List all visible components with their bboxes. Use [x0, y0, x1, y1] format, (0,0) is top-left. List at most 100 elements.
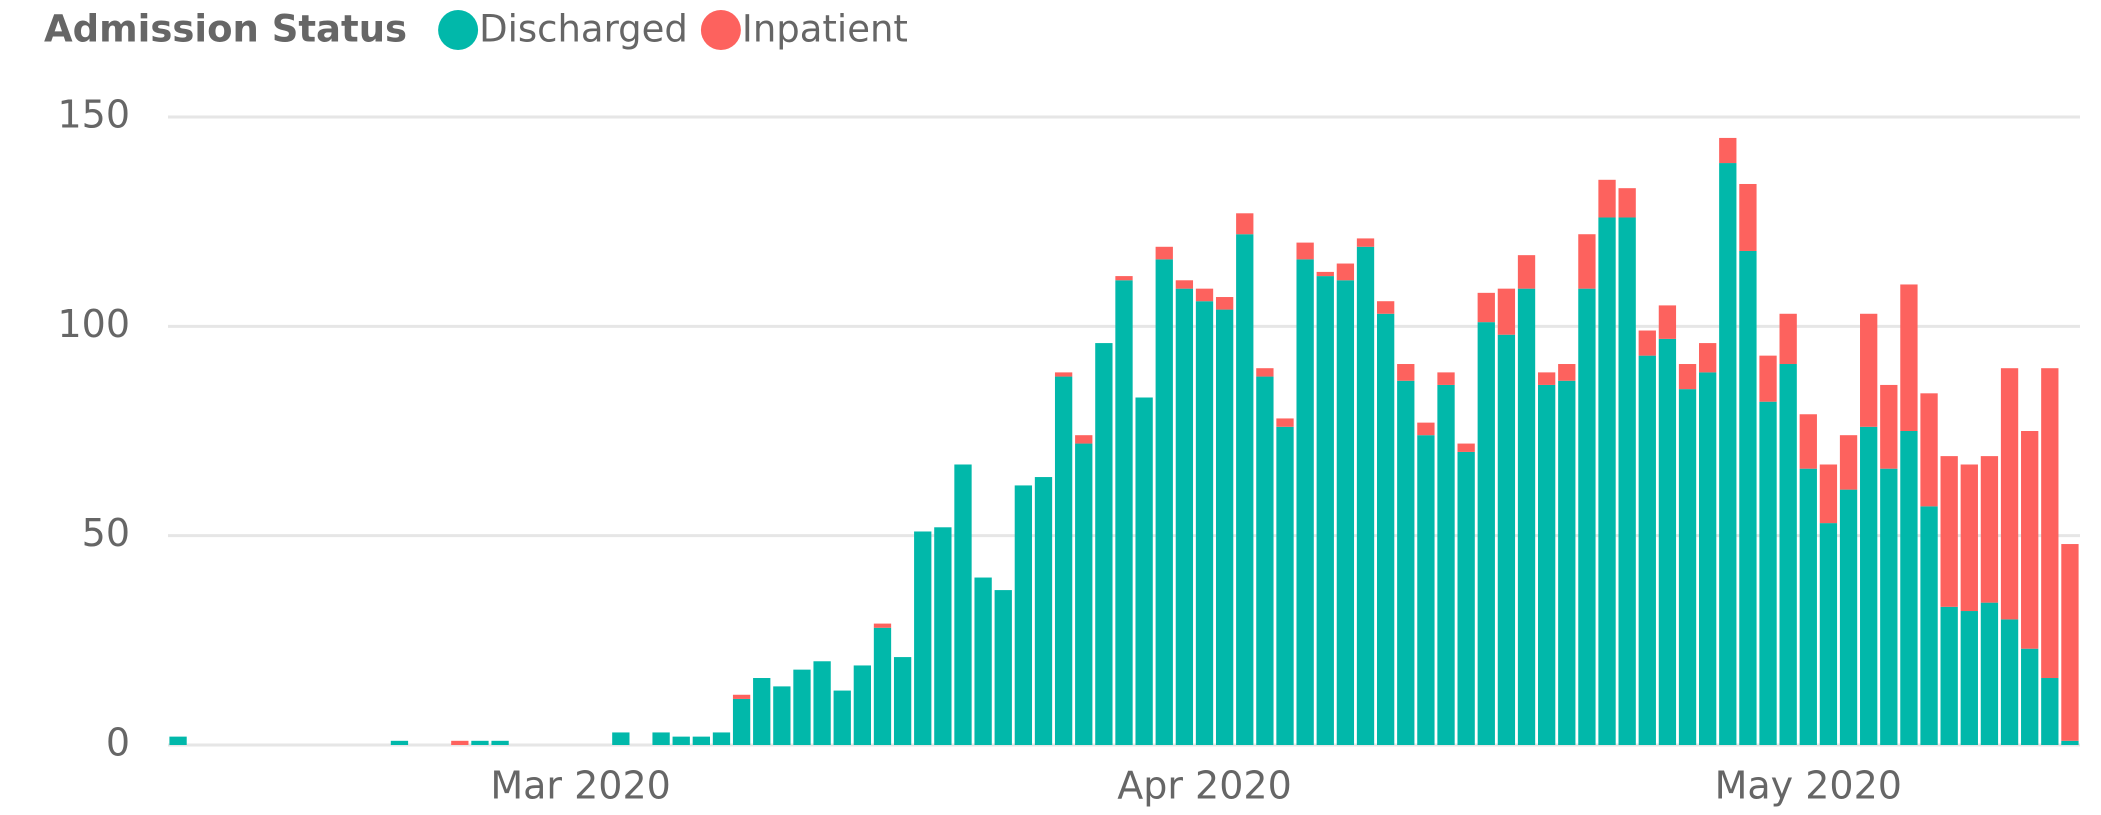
bar-segment [914, 531, 932, 745]
bar-segment [1276, 418, 1294, 427]
bar-segment [1336, 280, 1355, 745]
bar-segment [773, 686, 791, 745]
bar-segment [1960, 611, 1978, 745]
bar-segment [1558, 364, 1576, 381]
bar-segment [1135, 397, 1153, 745]
bar-segment [873, 623, 892, 628]
bar-segment [1960, 464, 1978, 612]
bar-segment [712, 732, 731, 745]
bar-segment [1115, 280, 1133, 745]
bar-segment [390, 740, 409, 745]
bar-segment [1699, 372, 1717, 745]
bar-segment [1678, 364, 1697, 390]
bar-segment [1155, 246, 1173, 260]
bar-segment [1719, 163, 1737, 745]
bar-segment [1477, 292, 1495, 323]
legend-label: Inpatient [742, 8, 908, 51]
bar-segment [1739, 250, 1757, 745]
bar-segment [2021, 431, 2039, 649]
bar-segment [1296, 259, 1314, 745]
bar-segment [1517, 288, 1536, 745]
bar-segment [1457, 451, 1475, 745]
bar-segment [1336, 263, 1355, 281]
bar-segment [1658, 305, 1677, 339]
bar-segment [1638, 355, 1656, 745]
bar-segment [1155, 259, 1173, 745]
bar-segment [491, 740, 509, 745]
bar-segment [1256, 376, 1274, 745]
bar-segment [1397, 380, 1415, 745]
bar-segment [1417, 422, 1435, 436]
bar-segment [1054, 376, 1073, 745]
bar-segment [1075, 443, 1093, 745]
bar-segment [2000, 368, 2019, 620]
bar-segment [672, 736, 690, 745]
bar-segment [1678, 389, 1697, 745]
legend-marker [700, 10, 741, 50]
bar-segment [1940, 606, 1958, 745]
bar-segment [1175, 280, 1194, 289]
bar-segment [732, 694, 751, 699]
bar-segment [1799, 414, 1817, 469]
bar-segment [1397, 364, 1415, 381]
bar-segment [1095, 343, 1113, 745]
bar-segment [1437, 372, 1455, 385]
bar-segment [1860, 426, 1878, 745]
bar-segment [1920, 506, 1938, 745]
bar-segment [471, 740, 489, 745]
bar-segment [1618, 188, 1636, 218]
bar-segment [652, 732, 670, 745]
bar-segment [1497, 334, 1516, 745]
bar-segment [1940, 456, 1958, 607]
bar-segment [1860, 313, 1878, 427]
legend-label: Discharged [479, 8, 688, 51]
bar-segment [1839, 489, 1858, 745]
bar-segment [1537, 372, 1556, 385]
bar-segment [1880, 384, 1898, 469]
bar-segment [1578, 234, 1596, 289]
bar-segment [1839, 435, 1858, 490]
bar-segment [1115, 276, 1133, 281]
bar-segment [1739, 183, 1757, 251]
bar-segment [2061, 544, 2079, 741]
y-tick-label: 50 [82, 511, 130, 555]
bar-segment [1759, 355, 1777, 402]
bar-segment [954, 464, 972, 745]
bar-segment [732, 698, 751, 745]
bar-segment [1618, 217, 1636, 746]
bar-segment [1376, 313, 1395, 745]
bar-segment [1658, 338, 1677, 745]
bar-segment [1075, 435, 1093, 444]
bar-segment [1819, 464, 1838, 524]
x-tick-label: Mar 2020 [490, 764, 670, 808]
bar-segment [1920, 393, 1938, 507]
bar-segment [793, 669, 811, 745]
bar-segment [1236, 234, 1254, 745]
bar-segment [692, 736, 711, 745]
bar-segment [813, 661, 831, 745]
bar-segment [1537, 384, 1556, 745]
bar-segment [934, 527, 952, 745]
bar-segment [451, 740, 469, 745]
bar-segment [753, 678, 771, 745]
legend-marker [438, 10, 479, 50]
x-tick-label: Apr 2020 [1117, 764, 1292, 808]
bar-segment [1880, 468, 1898, 745]
bar-segment [1497, 288, 1516, 335]
bar-segment [1598, 179, 1616, 218]
bar-segment [1437, 384, 1455, 745]
bar-segment [1819, 523, 1838, 745]
bar-segment [994, 590, 1012, 745]
bar-segment [853, 665, 872, 745]
bar-segment [1517, 255, 1536, 289]
bar-segment [1779, 313, 1797, 365]
bar-segment [2000, 619, 2019, 745]
bar-segment [1195, 288, 1214, 302]
bar-segment [169, 736, 187, 745]
bar-segment [1900, 284, 1918, 431]
bar-segment [1195, 301, 1214, 745]
bar-segment [1236, 213, 1254, 235]
bar-segment [1316, 276, 1334, 745]
